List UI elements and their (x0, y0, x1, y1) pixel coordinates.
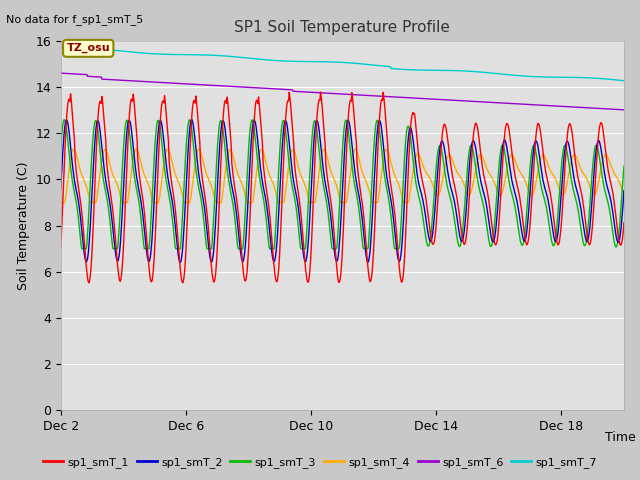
Y-axis label: Soil Temperature (C): Soil Temperature (C) (17, 161, 29, 290)
sp1_smT_6 (376, 93, 384, 99)
Line: sp1_smT_1: sp1_smT_1 (61, 92, 624, 283)
sp1_smT_3 (378, 143, 385, 149)
sp1_smT_4 (190, 170, 198, 176)
sp1_smT_2 (188, 117, 196, 122)
Title: SP1 Soil Temperature Profile: SP1 Soil Temperature Profile (234, 21, 451, 36)
sp1_smT_6 (57, 70, 65, 76)
sp1_smT_3 (263, 225, 271, 230)
Line: sp1_smT_2: sp1_smT_2 (61, 120, 624, 263)
sp1_smT_2 (293, 196, 301, 202)
sp1_smT_6 (77, 72, 85, 77)
sp1_smT_3 (79, 246, 86, 252)
sp1_smT_3 (57, 145, 65, 151)
sp1_smT_4 (57, 200, 65, 205)
sp1_smT_4 (292, 156, 300, 161)
Legend: sp1_smT_1, sp1_smT_2, sp1_smT_3, sp1_smT_4, sp1_smT_6, sp1_smT_7: sp1_smT_1, sp1_smT_2, sp1_smT_3, sp1_smT… (38, 452, 602, 472)
Line: sp1_smT_4: sp1_smT_4 (61, 149, 624, 203)
Text: TZ_osu: TZ_osu (67, 43, 110, 53)
sp1_smT_2 (191, 133, 198, 139)
sp1_smT_3 (293, 212, 301, 218)
sp1_smT_2 (513, 198, 521, 204)
sp1_smT_7 (512, 72, 520, 78)
sp1_smT_2 (620, 188, 628, 193)
sp1_smT_1 (85, 280, 93, 286)
sp1_smT_2 (177, 260, 184, 265)
sp1_smT_1 (57, 244, 65, 250)
sp1_smT_7 (189, 52, 197, 58)
sp1_smT_7 (292, 59, 300, 64)
sp1_smT_6 (512, 101, 520, 107)
Text: No data for f_sp1_smT_5: No data for f_sp1_smT_5 (6, 14, 143, 25)
sp1_smT_4 (513, 161, 520, 167)
sp1_smT_3 (513, 216, 521, 222)
sp1_smT_1 (292, 177, 300, 183)
sp1_smT_1 (190, 97, 198, 103)
sp1_smT_2 (57, 186, 65, 192)
sp1_smT_1 (317, 89, 324, 95)
sp1_smT_4 (77, 170, 85, 176)
X-axis label: Time: Time (605, 431, 636, 444)
sp1_smT_2 (77, 220, 85, 226)
sp1_smT_6 (620, 107, 628, 113)
sp1_smT_3 (78, 246, 86, 252)
sp1_smT_3 (191, 155, 198, 160)
sp1_smT_1 (77, 203, 85, 209)
sp1_smT_7 (376, 63, 384, 69)
sp1_smT_7 (262, 57, 269, 63)
sp1_smT_4 (132, 146, 140, 152)
sp1_smT_3 (620, 163, 628, 169)
sp1_smT_2 (263, 205, 271, 211)
Line: sp1_smT_7: sp1_smT_7 (61, 48, 624, 81)
Line: sp1_smT_6: sp1_smT_6 (61, 73, 624, 110)
sp1_smT_6 (189, 82, 197, 87)
sp1_smT_7 (77, 45, 85, 51)
sp1_smT_1 (378, 98, 385, 104)
sp1_smT_1 (513, 181, 521, 187)
sp1_smT_6 (262, 85, 269, 91)
sp1_smT_1 (262, 186, 270, 192)
sp1_smT_3 (60, 117, 68, 123)
sp1_smT_7 (620, 78, 628, 84)
sp1_smT_7 (57, 45, 65, 50)
Line: sp1_smT_3: sp1_smT_3 (61, 120, 624, 249)
sp1_smT_2 (378, 123, 385, 129)
sp1_smT_6 (292, 88, 300, 94)
sp1_smT_1 (620, 220, 628, 226)
sp1_smT_4 (620, 191, 628, 196)
sp1_smT_4 (262, 161, 270, 167)
sp1_smT_4 (377, 179, 385, 184)
